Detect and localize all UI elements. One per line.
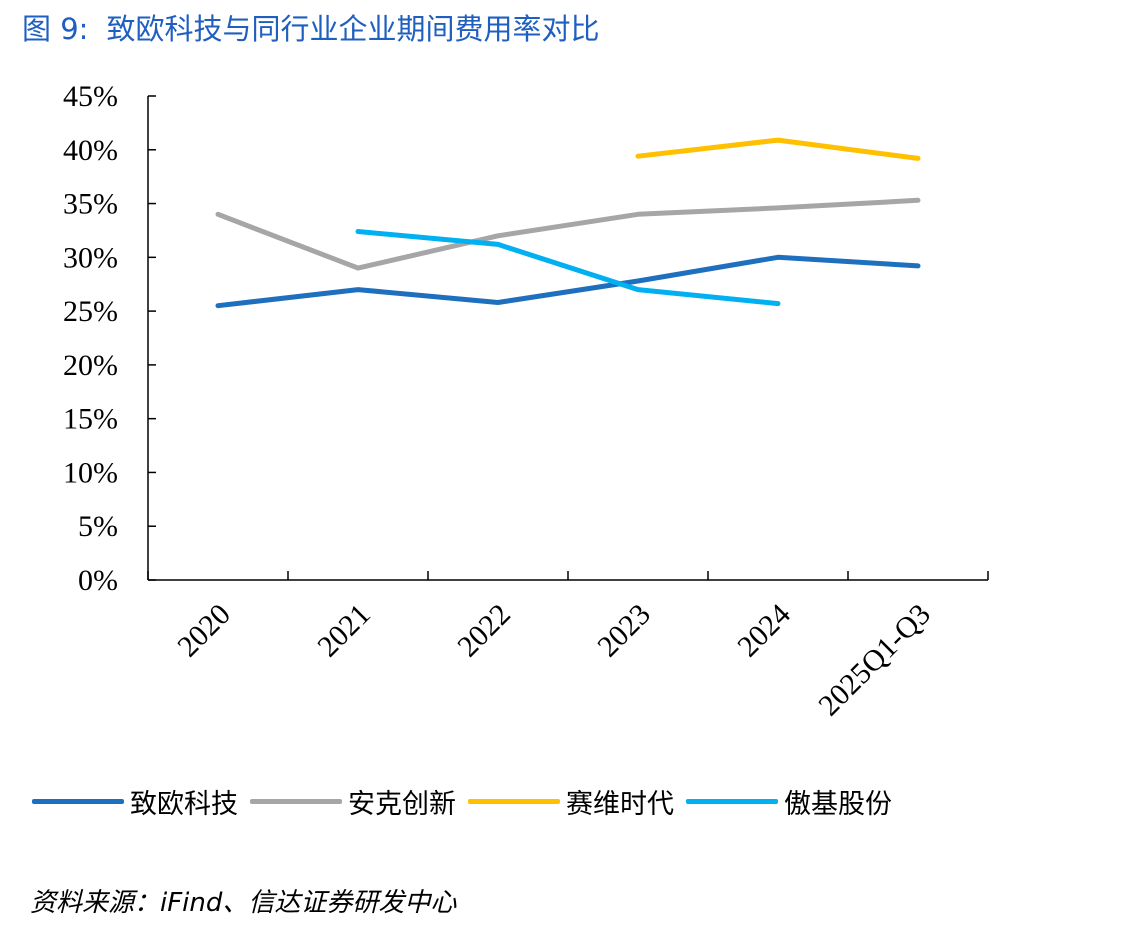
line-chart: 0% 5% 10% 15% 20% 25% 30% 35% 40% 45% 2020 2021 2022… [63,80,989,723]
chart-legend: 致欧科技 安克创新 赛维时代 傲基股份 [32,782,904,821]
title-text: 致欧科技与同行业企业期间费用率对比 [106,12,600,46]
figure-number: 图 9: [22,12,89,46]
legend-label: 赛维时代 [566,789,674,820]
series-line [635,137,921,161]
x-tick-label: 2023 [591,598,657,664]
legend-label: 安克创新 [348,789,456,820]
series-line [215,197,921,271]
y-tick-label: 45% [63,80,118,113]
x-tick-label: 2020 [171,598,237,664]
legend-swatch [32,799,124,804]
x-tick-label: 2024 [731,598,797,664]
legend-swatch [468,799,560,804]
y-tick-label: 40% [63,134,118,167]
chart-title: 图 9: 致欧科技与同行业企业期间费用率对比 [22,6,599,48]
y-tick-label: 20% [63,349,118,382]
legend-label: 致欧科技 [130,789,238,820]
y-tick-label: 25% [63,295,118,328]
legend-item: 赛维时代 [468,782,674,821]
legend-item: 安克创新 [250,782,456,821]
legend-item: 致欧科技 [32,782,238,821]
series-line [355,229,781,307]
y-tick-label: 0% [78,564,118,597]
legend-label: 傲基股份 [784,789,892,820]
y-tick-label: 5% [78,510,118,543]
y-tick-label: 10% [63,456,118,489]
x-tick-label: 2021 [311,598,377,664]
y-tick-label: 35% [63,188,118,221]
source-note: 资料来源：iFind、信达证券研发中心 [30,888,457,918]
legend-item: 傲基股份 [686,782,892,821]
series-line [215,254,921,309]
y-tick-label: 30% [63,241,118,274]
legend-swatch [686,799,778,804]
legend-swatch [250,799,342,804]
x-tick-label: 2025Q1-Q3 [812,598,937,723]
x-tick-label: 2022 [451,598,517,664]
y-tick-label: 15% [63,403,118,436]
